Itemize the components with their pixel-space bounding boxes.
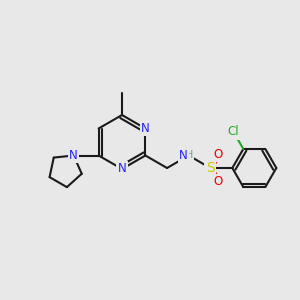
Text: N: N <box>141 122 150 135</box>
Text: O: O <box>214 176 223 188</box>
Text: N: N <box>118 163 126 176</box>
Text: O: O <box>214 148 223 160</box>
Text: N: N <box>69 149 78 162</box>
Text: N: N <box>179 149 188 162</box>
Text: S: S <box>206 161 215 175</box>
Text: Cl: Cl <box>227 125 239 138</box>
Text: H: H <box>184 151 193 160</box>
